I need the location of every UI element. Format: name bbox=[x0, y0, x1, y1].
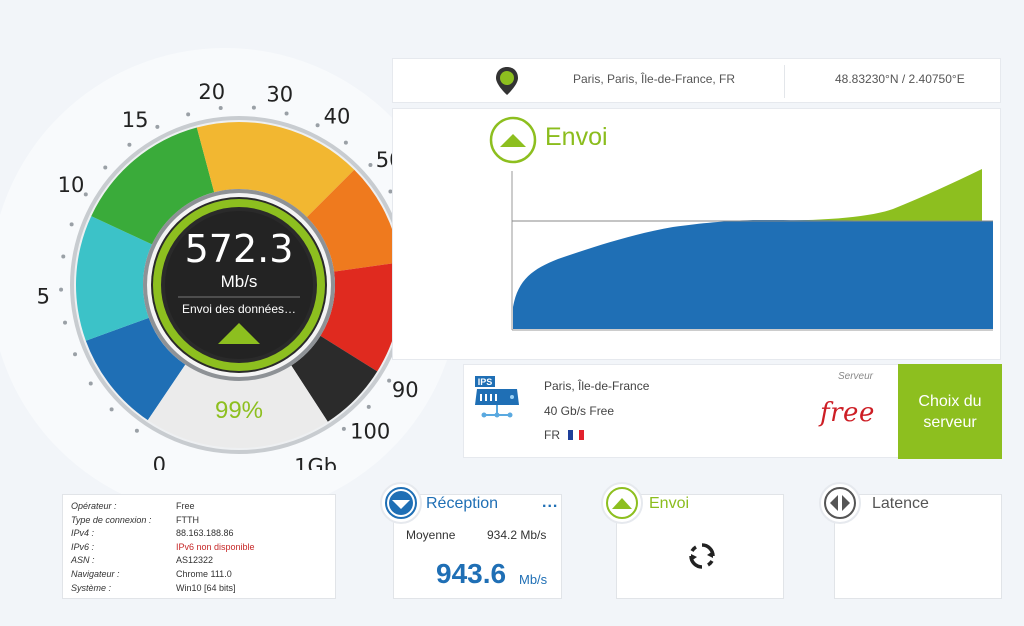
reception-average-value: 934.2 Mb/s bbox=[487, 528, 547, 542]
gauge-arc-yellow bbox=[196, 122, 355, 218]
location-divider bbox=[784, 65, 785, 98]
gauge-tick-dot bbox=[315, 123, 320, 128]
info-row: IPv6 : IPv6 non disponible bbox=[71, 541, 255, 552]
gauge-scale-label: 0 bbox=[153, 453, 166, 470]
upload-chart-panel: Envoi bbox=[392, 108, 1001, 360]
gauge-tick-dot bbox=[366, 404, 371, 409]
gauge-speed-unit: Mb/s bbox=[221, 272, 258, 291]
gauge-status-text: Envoi des données… bbox=[182, 302, 296, 316]
upload-series-green bbox=[736, 169, 982, 221]
gauge-scale-label: 30 bbox=[266, 82, 293, 106]
server-panel: IPS Paris, Île-de-France 40 Gb/s Free FR… bbox=[463, 364, 898, 458]
gauge-scale-label: 20 bbox=[198, 80, 225, 104]
info-row: Type de connexion : FTTH bbox=[71, 514, 199, 525]
gauge-percent: 99% bbox=[215, 397, 263, 424]
server-country: FR bbox=[544, 428, 560, 442]
server-capacity: 40 Gb/s Free bbox=[544, 404, 615, 418]
gauge-arc-red bbox=[320, 262, 402, 372]
latency-card bbox=[834, 494, 1002, 599]
gauge-tick-dot bbox=[61, 254, 66, 259]
upload-arrow-icon bbox=[489, 116, 537, 164]
refresh-icon bbox=[689, 543, 715, 569]
reception-speed-unit: Mb/s bbox=[519, 572, 548, 587]
gauge-scale-label: 1Gb bbox=[294, 454, 337, 470]
gauge-arc-green bbox=[91, 127, 215, 245]
reception-average-label: Moyenne bbox=[406, 528, 456, 542]
gauge-tick-dot bbox=[251, 105, 256, 110]
upload-throughput-chart bbox=[511, 169, 993, 331]
download-series-blue bbox=[513, 220, 993, 329]
gauge-tick-dot bbox=[368, 162, 373, 167]
choose-server-button[interactable]: Choix du serveur bbox=[898, 364, 1002, 459]
gauge-tick-dot bbox=[109, 407, 114, 412]
download-arrow-icon bbox=[380, 482, 422, 524]
info-row: ASN : AS12322 bbox=[71, 555, 214, 566]
gauge-speed-value: 572.3 bbox=[185, 227, 294, 271]
gauge-arc-cyan bbox=[76, 216, 152, 341]
gauge-tick-dot bbox=[63, 320, 68, 325]
gauge-scale-label: 40 bbox=[324, 104, 351, 128]
info-row: Système : Win10 [64 bits] bbox=[71, 582, 236, 593]
gauge-upload-arrow-icon bbox=[218, 323, 260, 344]
reception-more-button[interactable]: ... bbox=[542, 494, 559, 511]
gauge-tick-dot bbox=[69, 222, 74, 227]
gauge-tick-dot bbox=[134, 428, 139, 433]
speed-gauge: 05101520304050607080901001Gb10Gb 572.3 M… bbox=[37, 80, 449, 470]
gauge-tick-dot bbox=[341, 426, 346, 431]
location-city: Paris, Paris, Île-de-France, FR bbox=[573, 72, 736, 86]
reception-title: Réception bbox=[426, 495, 499, 512]
connection-info-panel: Opérateur : Free Type de connexion : FTTH … bbox=[62, 494, 336, 599]
free-logo: free bbox=[820, 398, 875, 428]
gauge-color-arcs bbox=[76, 122, 402, 448]
location-bar: Paris, Paris, Île-de-France, FR 48.83230… bbox=[392, 58, 1001, 103]
france-flag-icon bbox=[568, 430, 584, 440]
gauge-progress-ring bbox=[153, 199, 325, 371]
gauge-tick-dot bbox=[284, 111, 289, 116]
server-city: Paris, Île-de-France bbox=[544, 379, 650, 393]
gauge-arc-orange bbox=[306, 169, 401, 272]
info-row: IPv4 :88.163.188.86 bbox=[71, 528, 234, 539]
info-row: Navigateur : Chrome 111.0 bbox=[71, 568, 232, 579]
latency-title: Latence bbox=[872, 495, 929, 512]
upload-card bbox=[616, 494, 784, 599]
gauge-scale-label: 5 bbox=[37, 284, 50, 308]
gauge-tick-dot bbox=[73, 352, 78, 357]
info-row: Opérateur : Free bbox=[71, 501, 195, 511]
gauge-tick-dot bbox=[343, 140, 348, 145]
gauge-arc-dark bbox=[291, 335, 378, 422]
location-coordinates: 48.83230°N / 2.40750°E bbox=[835, 72, 965, 86]
gauge-tick-dot bbox=[88, 381, 93, 386]
map-pin-icon bbox=[496, 67, 518, 95]
gauge-scale-label: 10 bbox=[58, 173, 85, 197]
ips-badge: IPS bbox=[478, 377, 493, 387]
gauge-scale-label: 90 bbox=[392, 378, 419, 402]
gauge-tick-dot bbox=[83, 192, 88, 197]
gauge-tick-dot bbox=[186, 112, 191, 117]
latency-icon bbox=[819, 482, 861, 524]
gauge-tick-dot bbox=[59, 287, 64, 292]
gauge-arc-remaining bbox=[147, 364, 328, 448]
gauge-tick-dot bbox=[387, 378, 392, 383]
upload-arrow-icon bbox=[601, 482, 643, 524]
gauge-tick-dot bbox=[127, 142, 132, 147]
reception-speed-value: 943.6 bbox=[436, 558, 507, 589]
upload-chart-title: Envoi bbox=[545, 123, 608, 151]
upload-result-title: Envoi bbox=[649, 495, 690, 512]
gauge-tick-dot bbox=[388, 189, 393, 194]
gauge-scale-label: 100 bbox=[350, 420, 390, 444]
gauge-tick-dot bbox=[155, 124, 160, 129]
reception-card bbox=[393, 494, 562, 599]
gauge-tick-dot bbox=[103, 165, 108, 170]
gauge-arc-blue bbox=[85, 317, 186, 421]
server-label: Serveur bbox=[838, 371, 874, 382]
gauge-scale-label: 15 bbox=[122, 108, 149, 132]
server-ips-icon: IPS bbox=[475, 376, 519, 418]
gauge-tick-dot bbox=[218, 105, 223, 110]
